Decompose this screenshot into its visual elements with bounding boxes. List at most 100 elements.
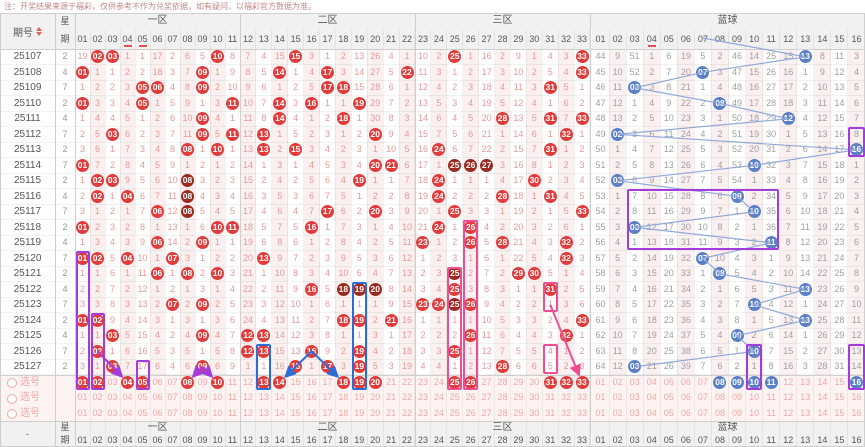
pick-cell-red-19[interactable]: 19 — [354, 407, 365, 418]
pick-cell-blue-06[interactable]: 06 — [680, 376, 691, 387]
pick-cell-red-16[interactable]: 16 — [306, 407, 317, 418]
pick-cell-red-12[interactable]: 12 — [242, 376, 253, 387]
pick-cell-red-01[interactable]: 01 — [77, 407, 88, 418]
pick-cell-red-33[interactable]: 33 — [577, 407, 588, 418]
pick-cell-red-13[interactable]: 13 — [258, 407, 269, 418]
pick-cell-red-15[interactable]: 15 — [290, 392, 301, 402]
pick-cell-red-24[interactable]: 24 — [433, 392, 444, 402]
pick-cell-red-29[interactable]: 29 — [513, 407, 524, 418]
pick-ball-red-05[interactable]: 05 — [136, 375, 149, 389]
pick-cell-red-25[interactable]: 25 — [449, 392, 460, 402]
pick-cell-red-24[interactable]: 24 — [433, 407, 444, 418]
pick-cell-blue-01[interactable]: 01 — [595, 392, 606, 402]
pick-cell-red-23[interactable]: 23 — [417, 376, 428, 387]
pick-cell-red-17[interactable]: 17 — [322, 392, 333, 402]
pick-ball-red-02[interactable]: 02 — [91, 375, 104, 389]
pick-cell-blue-13[interactable]: 13 — [800, 407, 811, 418]
pick-cell-red-08[interactable]: 08 — [182, 392, 193, 402]
pick-cell-red-04[interactable]: 04 — [122, 407, 133, 418]
pick-row-label[interactable]: 选号 — [20, 407, 40, 419]
pick-cell-red-26[interactable]: 26 — [465, 407, 476, 418]
pick-cell-red-15[interactable]: 15 — [290, 376, 301, 387]
pick-cell-red-05[interactable]: 05 — [137, 392, 148, 402]
pick-cell-blue-12[interactable]: 12 — [783, 407, 794, 418]
pick-cell-blue-10[interactable]: 10 — [749, 407, 760, 418]
pick-cell-blue-08[interactable]: 08 — [714, 392, 725, 402]
pick-cell-red-06[interactable]: 06 — [152, 407, 163, 418]
pick-ball-red-04[interactable]: 04 — [121, 375, 134, 389]
pick-cell-red-07[interactable]: 07 — [167, 392, 178, 402]
issue-header-sort[interactable]: 期号 — [0, 13, 55, 49]
pick-cell-red-06[interactable]: 06 — [152, 376, 163, 387]
pick-cell-blue-11[interactable]: 11 — [766, 392, 776, 402]
pick-cell-blue-01[interactable]: 01 — [595, 376, 606, 387]
pick-cell-red-17[interactable]: 17 — [322, 376, 333, 387]
pick-cell-blue-01[interactable]: 01 — [595, 407, 606, 418]
pick-cell-red-21[interactable]: 21 — [386, 376, 397, 387]
pick-cell-red-21[interactable]: 21 — [386, 392, 397, 402]
pick-ball-red-01[interactable]: 01 — [76, 375, 89, 389]
pick-cell-red-18[interactable]: 18 — [338, 407, 349, 418]
pick-cell-red-30[interactable]: 30 — [529, 407, 540, 418]
pick-cell-blue-04[interactable]: 04 — [646, 392, 657, 402]
pick-cell-red-24[interactable]: 24 — [433, 376, 444, 387]
pick-cell-red-09[interactable]: 09 — [197, 376, 208, 387]
pick-radio[interactable] — [7, 409, 17, 419]
pick-cell-red-20[interactable]: 20 — [370, 392, 381, 402]
pick-ball-blue-16[interactable]: 16 — [849, 375, 863, 389]
pick-cell-blue-14[interactable]: 14 — [817, 376, 828, 387]
pick-cell-red-03[interactable]: 03 — [107, 392, 118, 402]
sort-icon[interactable] — [36, 26, 42, 36]
pick-cell-red-06[interactable]: 06 — [152, 392, 163, 402]
pick-ball-red-18[interactable]: 18 — [336, 375, 350, 389]
pick-cell-red-22[interactable]: 22 — [402, 376, 413, 387]
pick-cell-red-14[interactable]: 14 — [274, 407, 285, 418]
pick-cell-blue-02[interactable]: 02 — [612, 407, 623, 418]
pick-cell-blue-15[interactable]: 15 — [834, 392, 845, 402]
pick-ball-red-26[interactable]: 26 — [464, 375, 478, 389]
pick-cell-red-16[interactable]: 16 — [306, 376, 317, 387]
pick-cell-red-03[interactable]: 03 — [107, 407, 118, 418]
pick-cell-red-10[interactable]: 10 — [212, 392, 223, 402]
pick-cell-blue-15[interactable]: 15 — [834, 407, 845, 418]
pick-cell-red-16[interactable]: 16 — [306, 392, 317, 402]
pick-cell-blue-13[interactable]: 13 — [800, 376, 811, 387]
pick-cell-red-31[interactable]: 31 — [545, 407, 556, 418]
pick-cell-red-17[interactable]: 17 — [322, 407, 333, 418]
pick-cell-blue-03[interactable]: 03 — [629, 392, 640, 402]
pick-cell-blue-16[interactable]: 16 — [851, 392, 862, 402]
pick-cell-blue-11[interactable]: 11 — [766, 407, 776, 418]
pick-cell-red-12[interactable]: 12 — [242, 407, 253, 418]
pick-ball-red-19[interactable]: 19 — [352, 375, 366, 389]
pick-cell-red-09[interactable]: 09 — [197, 407, 208, 418]
pick-cell-red-29[interactable]: 29 — [513, 392, 524, 402]
pick-radio[interactable] — [7, 378, 17, 388]
pick-cell-blue-05[interactable]: 05 — [663, 376, 674, 387]
pick-cell-red-11[interactable]: 11 — [227, 407, 238, 418]
pick-cell-red-11[interactable]: 11 — [227, 392, 238, 402]
pick-cell-red-03[interactable]: 03 — [107, 376, 118, 387]
pick-cell-blue-06[interactable]: 06 — [680, 407, 691, 418]
pick-cell-blue-04[interactable]: 04 — [646, 407, 657, 418]
pick-cell-red-25[interactable]: 25 — [449, 407, 460, 418]
pick-ball-red-25[interactable]: 25 — [448, 375, 462, 389]
pick-cell-red-28[interactable]: 28 — [497, 376, 508, 387]
pick-cell-red-30[interactable]: 30 — [529, 392, 540, 402]
pick-ball-red-08[interactable]: 08 — [181, 375, 194, 389]
pick-cell-red-11[interactable]: 11 — [227, 376, 238, 387]
pick-cell-red-21[interactable]: 21 — [386, 407, 397, 418]
pick-cell-blue-03[interactable]: 03 — [629, 407, 640, 418]
pick-cell-blue-05[interactable]: 05 — [663, 407, 674, 418]
pick-cell-red-32[interactable]: 32 — [561, 407, 572, 418]
pick-cell-red-07[interactable]: 07 — [167, 376, 178, 387]
pick-cell-red-12[interactable]: 12 — [242, 392, 253, 402]
pick-cell-red-19[interactable]: 19 — [354, 392, 365, 402]
pick-cell-red-18[interactable]: 18 — [338, 392, 349, 402]
pick-ball-blue-09[interactable]: 09 — [730, 375, 744, 389]
pick-cell-red-33[interactable]: 33 — [577, 392, 588, 402]
pick-cell-blue-13[interactable]: 13 — [800, 392, 811, 402]
pick-cell-red-13[interactable]: 13 — [258, 392, 269, 402]
pick-cell-blue-09[interactable]: 09 — [732, 392, 743, 402]
pick-ball-red-31[interactable]: 31 — [543, 375, 557, 389]
pick-cell-red-23[interactable]: 23 — [417, 407, 428, 418]
